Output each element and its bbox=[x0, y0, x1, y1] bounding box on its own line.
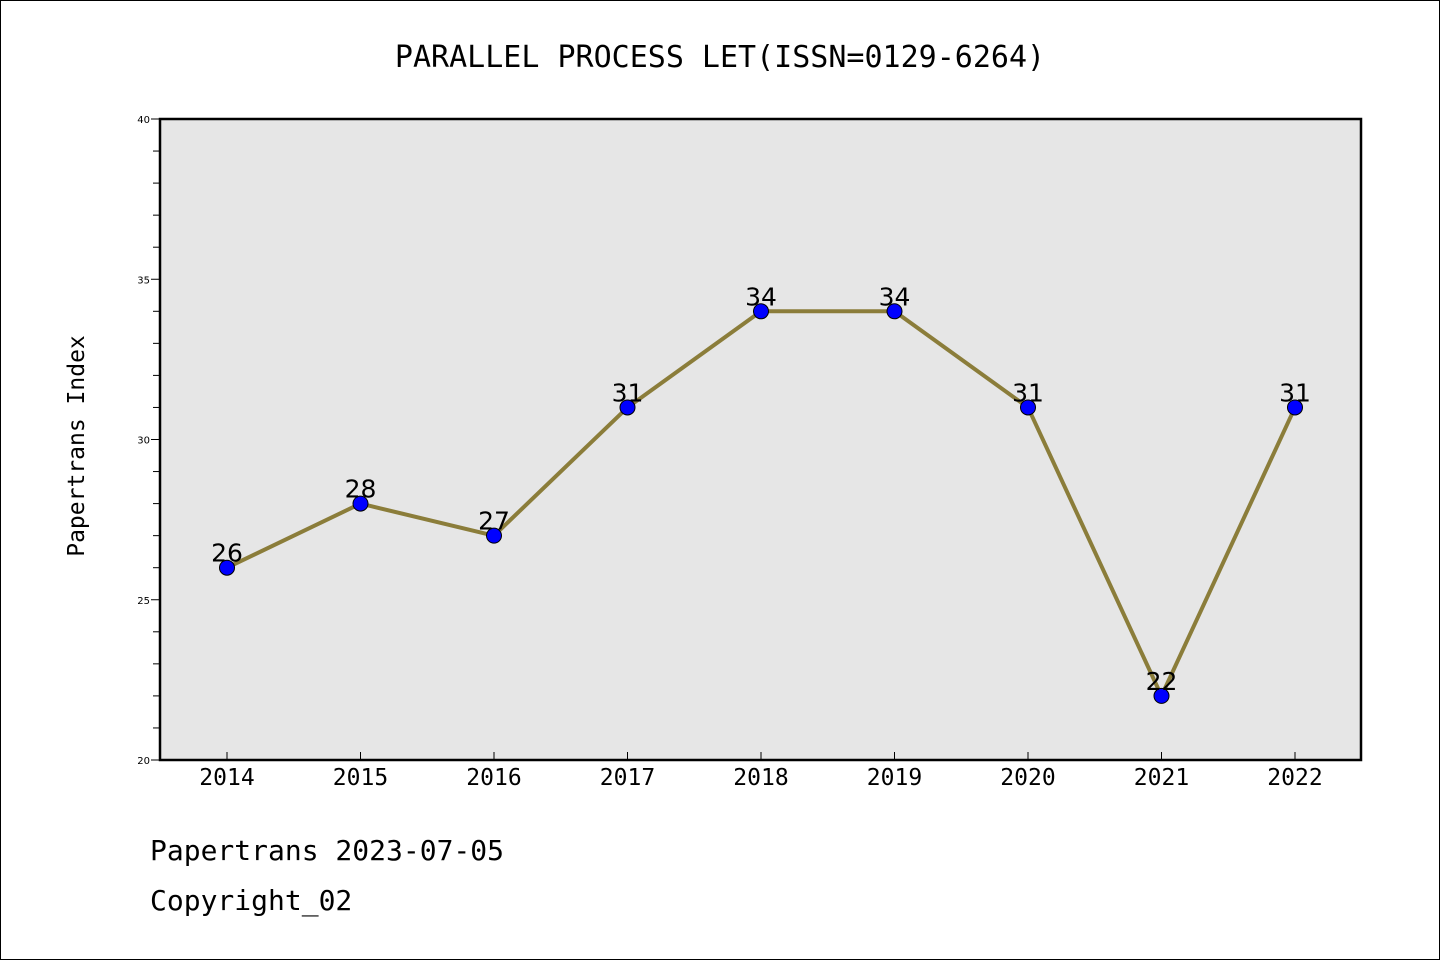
y-tick-label: 25 bbox=[137, 596, 150, 607]
data-point bbox=[753, 303, 769, 320]
data-label: 34 bbox=[745, 282, 777, 311]
data-label: 31 bbox=[612, 378, 644, 407]
data-label: 34 bbox=[879, 282, 911, 311]
x-tick-label: 2022 bbox=[1267, 765, 1322, 791]
data-label: 28 bbox=[345, 475, 377, 504]
x-tick-label: 2019 bbox=[867, 765, 922, 791]
data-point bbox=[1020, 399, 1036, 416]
x-tick-label: 2014 bbox=[199, 765, 254, 791]
data-label: 22 bbox=[1146, 667, 1178, 696]
x-tick-label: 2016 bbox=[466, 765, 521, 791]
data-label: 31 bbox=[1279, 378, 1311, 407]
data-point bbox=[486, 527, 502, 544]
x-tick-label: 2017 bbox=[600, 765, 655, 791]
axis-ticks: 20 25 30 35 40 2014 2015 2016 2017 2018 2019 2020 20… bbox=[137, 115, 1322, 791]
data-point bbox=[1287, 399, 1303, 416]
data-point bbox=[352, 495, 369, 512]
x-tick-label: 2020 bbox=[1000, 765, 1055, 791]
y-tick-label: 20 bbox=[137, 756, 150, 767]
data-point bbox=[219, 559, 235, 576]
x-tick-label: 2021 bbox=[1134, 765, 1189, 791]
data-label: 27 bbox=[478, 507, 510, 536]
y-tick-label: 40 bbox=[137, 115, 150, 126]
plot-area bbox=[160, 119, 1361, 760]
x-tick-label: 2015 bbox=[333, 765, 388, 791]
footer-copyright: Copyright_02 bbox=[150, 884, 353, 917]
data-label: 31 bbox=[1012, 378, 1044, 407]
plot-border bbox=[158, 117, 1363, 762]
footer-date: Papertrans 2023-07-05 bbox=[150, 834, 505, 867]
series-layer: 26 28 27 31 34 34 31 22 31 bbox=[211, 282, 1311, 704]
data-point bbox=[1153, 687, 1170, 704]
data-point bbox=[886, 303, 903, 320]
chart-title: PARALLEL PROCESS LET(ISSN=0129-6264) bbox=[395, 40, 1045, 75]
y-tick-label: 35 bbox=[137, 275, 150, 286]
y-tick-label: 30 bbox=[137, 436, 150, 447]
x-tick-label: 2018 bbox=[733, 765, 788, 791]
y-axis-label: Papertrans Index bbox=[64, 335, 90, 557]
data-label: 26 bbox=[211, 539, 243, 568]
data-point bbox=[619, 399, 636, 416]
